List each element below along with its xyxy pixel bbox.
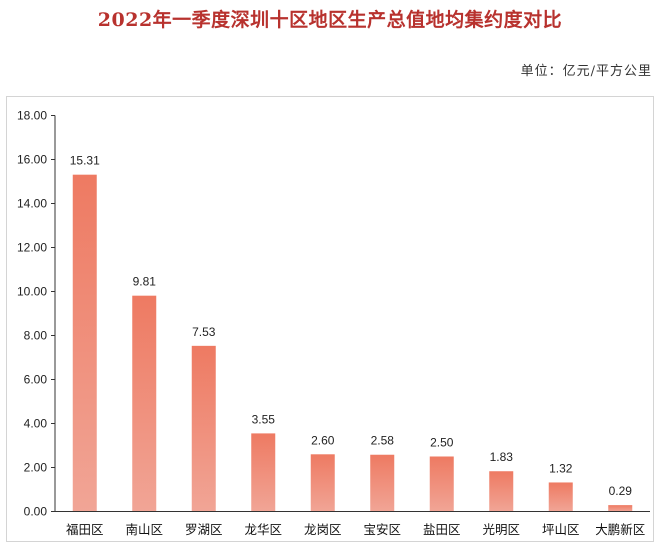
bar xyxy=(72,174,97,512)
bar xyxy=(608,505,633,512)
y-tick-label: 6.00 xyxy=(24,373,48,387)
x-tick-label: 光明区 xyxy=(482,522,520,537)
y-tick-label: 2.00 xyxy=(24,461,48,475)
data-label: 1.32 xyxy=(549,461,573,475)
y-tick-label: 12.00 xyxy=(17,241,47,255)
x-tick-label: 南山区 xyxy=(125,522,163,537)
data-label: 15.31 xyxy=(70,154,100,168)
x-axis: 福田区 南山区 罗湖区 龙华区 龙岗区 宝安区 盐田区 光明区 坪山区 大鹏新区 xyxy=(55,511,650,537)
chart-frame xyxy=(6,96,654,542)
bar xyxy=(370,454,395,512)
x-tick-label: 福田区 xyxy=(66,522,104,537)
y-tick-label: 0.00 xyxy=(24,505,48,519)
x-tick-label: 坪山区 xyxy=(542,522,580,537)
chart-title: 2022年一季度深圳十区地区生产总值地均集约度对比 xyxy=(97,9,563,31)
y-axis: 0.00 2.00 4.00 6.00 8.00 10.00 12.00 14.00 16.00… xyxy=(17,109,56,519)
unit-label: 单位：亿元/平方公里 xyxy=(520,64,652,79)
data-label: 2.60 xyxy=(311,433,335,447)
data-label: 7.53 xyxy=(192,325,216,339)
x-tick-label: 大鹏新区 xyxy=(595,522,645,537)
data-label: 3.55 xyxy=(252,412,276,426)
x-tick-label: 龙岗区 xyxy=(304,522,342,537)
y-tick-label: 10.00 xyxy=(17,285,47,299)
data-label: 0.29 xyxy=(609,484,633,498)
bar xyxy=(548,482,573,512)
y-tick-label: 14.00 xyxy=(17,197,47,211)
bar xyxy=(489,471,514,512)
bar xyxy=(191,345,216,512)
y-tick-label: 4.00 xyxy=(24,417,48,431)
x-tick-label: 龙华区 xyxy=(244,522,282,537)
bar xyxy=(251,433,276,512)
data-label: 9.81 xyxy=(133,275,157,289)
y-tick-label: 8.00 xyxy=(24,329,48,343)
data-label: 1.83 xyxy=(490,450,514,464)
x-tick-label: 盐田区 xyxy=(423,522,461,537)
bar xyxy=(132,295,157,512)
bar xyxy=(429,456,454,512)
bars xyxy=(72,174,633,512)
x-tick-label: 罗湖区 xyxy=(185,522,223,537)
y-tick-label: 16.00 xyxy=(17,153,47,167)
x-tick-label: 宝安区 xyxy=(363,522,401,537)
data-label: 2.50 xyxy=(430,436,454,450)
y-tick-label: 18.00 xyxy=(17,109,47,123)
data-label: 2.58 xyxy=(371,434,395,448)
data-labels: 15.31 9.81 7.53 3.55 2.60 2.58 2.50 1.83 1.32 0.2… xyxy=(70,154,633,498)
bar xyxy=(310,454,335,512)
